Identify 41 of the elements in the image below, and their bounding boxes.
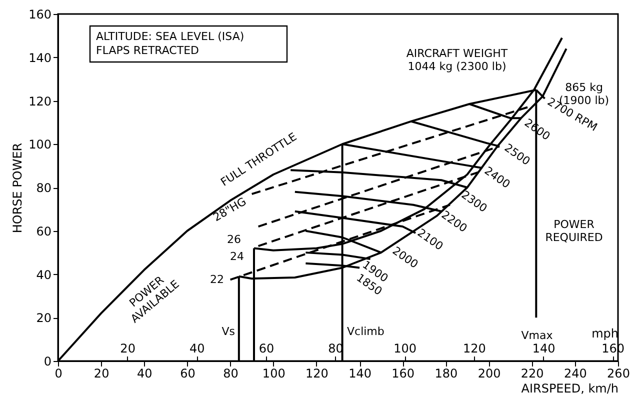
annotation: Vs [222, 325, 236, 338]
annotation: ALTITUDE: SEA LEVEL (ISA) FLAPS RETRACTED [96, 30, 244, 57]
y-tick-label: 100 [28, 138, 52, 152]
x2-axis-title: mph [592, 326, 618, 340]
x2-tick-label: 60 [258, 342, 274, 356]
x-tick-label: 60 [180, 366, 196, 380]
annotation: 26 [227, 233, 241, 246]
y-tick-label: 0 [44, 354, 52, 368]
x2-tick-label: 40 [190, 342, 205, 356]
x-tick-label: 80 [223, 366, 238, 380]
annotation: Vmax [521, 329, 554, 342]
y-tick-label: 120 [28, 94, 52, 108]
x2-tick-label: 100 [394, 342, 417, 356]
annotation: 24 [230, 250, 244, 263]
x2-tick-label: 20 [120, 342, 136, 356]
annotation: Vclimb [347, 325, 384, 338]
x-tick-label: 180 [434, 366, 458, 380]
x-tick-label: 120 [306, 366, 328, 380]
y-tick-label: 60 [36, 224, 52, 238]
y-tick-label: 40 [36, 268, 52, 282]
x-tick-label: 100 [262, 366, 286, 380]
x2-tick-label: 140 [532, 342, 556, 356]
annotation: AIRCRAFT WEIGHT 1044 kg (2300 lb) [406, 47, 508, 73]
x-tick-label: 240 [564, 366, 587, 380]
y-tick-label: 80 [36, 181, 52, 195]
x-tick-label: 260 [607, 366, 630, 380]
y-tick-label: 20 [36, 311, 52, 326]
x-axis-title: AIRSPEED, km/h [521, 382, 618, 396]
x-tick-label: 200 [478, 366, 501, 380]
y-tick-label: 140 [28, 50, 52, 65]
y-tick-label: 160 [28, 8, 52, 22]
annotation: 22 [210, 273, 224, 286]
annotation: POWER REQUIRED [545, 218, 603, 244]
x-tick-label: 20 [94, 366, 110, 380]
x2-tick-label: 120 [462, 342, 486, 356]
x-tick-label: 140 [348, 366, 372, 380]
x-tick-label: 160 [392, 366, 415, 380]
x-tick-label: 0 [54, 366, 62, 380]
y-axis-title: HORSE POWER [10, 142, 25, 234]
x-tick-label: 40 [137, 366, 152, 380]
x-tick-label: 220 [520, 366, 544, 380]
